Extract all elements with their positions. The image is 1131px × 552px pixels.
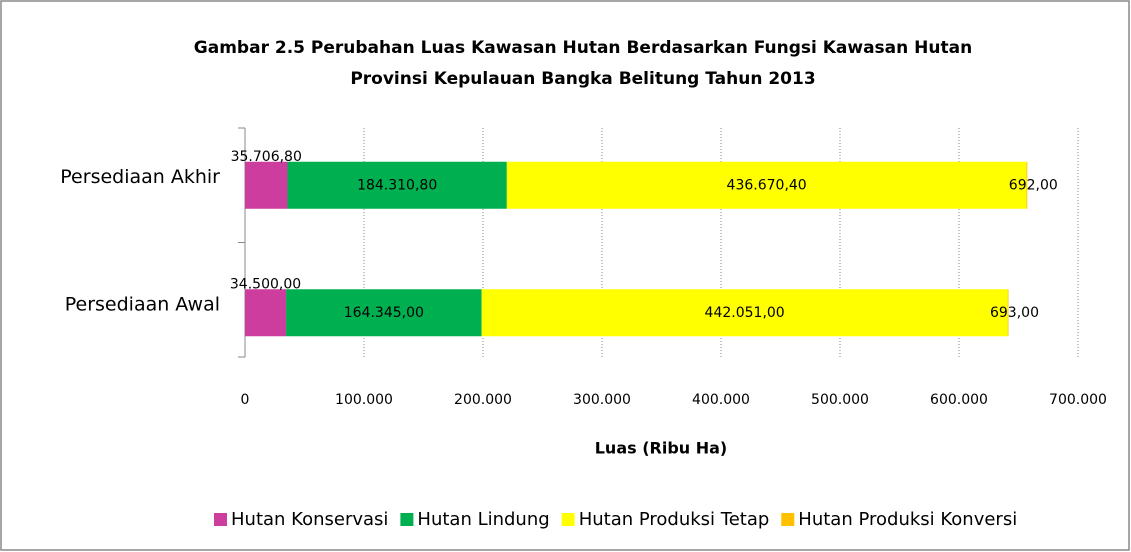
x-tick-label: 400.000 <box>692 392 750 408</box>
data-label: 34.500,00 <box>230 276 301 292</box>
data-label: 184.310,80 <box>357 177 437 193</box>
y-tick-label: Persediaan Akhir <box>60 166 220 188</box>
bar-segment <box>286 289 482 337</box>
legend-swatch <box>214 513 227 526</box>
legend-swatch <box>561 513 575 526</box>
bar-segment <box>245 161 288 209</box>
legend-label: Hutan Produksi Tetap <box>579 509 770 530</box>
y-tick-label: Persediaan Awal <box>65 293 220 315</box>
data-label: 442.051,00 <box>705 305 785 321</box>
x-tick-label: 100.000 <box>335 392 393 408</box>
x-axis-title: Luas (Ribu Ha) <box>595 439 728 458</box>
data-label: 35.706,80 <box>231 149 302 165</box>
chart-title: Gambar 2.5 Perubahan Luas Kawasan Hutan … <box>194 38 972 58</box>
data-label: 436.670,40 <box>727 177 807 193</box>
x-tick-label: 600.000 <box>930 392 988 408</box>
chart-subtitle: Provinsi Kepulauan Bangka Belitung Tahun… <box>350 69 815 89</box>
legend-label: Hutan Produksi Konversi <box>798 509 1017 530</box>
x-tick-label: 500.000 <box>811 392 869 408</box>
data-label: 693,00 <box>990 305 1039 321</box>
legend-label: Hutan Lindung <box>417 509 549 530</box>
legend-swatch <box>400 513 414 526</box>
bar-segment <box>1026 161 1028 209</box>
x-tick-label: 200.000 <box>454 392 512 408</box>
x-tick-label: 700.000 <box>1049 392 1107 408</box>
legend-label: Hutan Konservasi <box>231 509 388 530</box>
x-tick-label: 300.000 <box>573 392 631 408</box>
legend-swatch <box>781 513 795 526</box>
bar-segment <box>1007 289 1009 337</box>
bar-segment <box>245 289 287 337</box>
bar-segment <box>481 289 1008 337</box>
bar-segment <box>287 161 507 209</box>
data-label: 164.345,00 <box>344 305 424 321</box>
bar-segment <box>506 161 1027 209</box>
data-label: 692,00 <box>1009 177 1058 193</box>
x-tick-label: 0 <box>241 392 250 408</box>
